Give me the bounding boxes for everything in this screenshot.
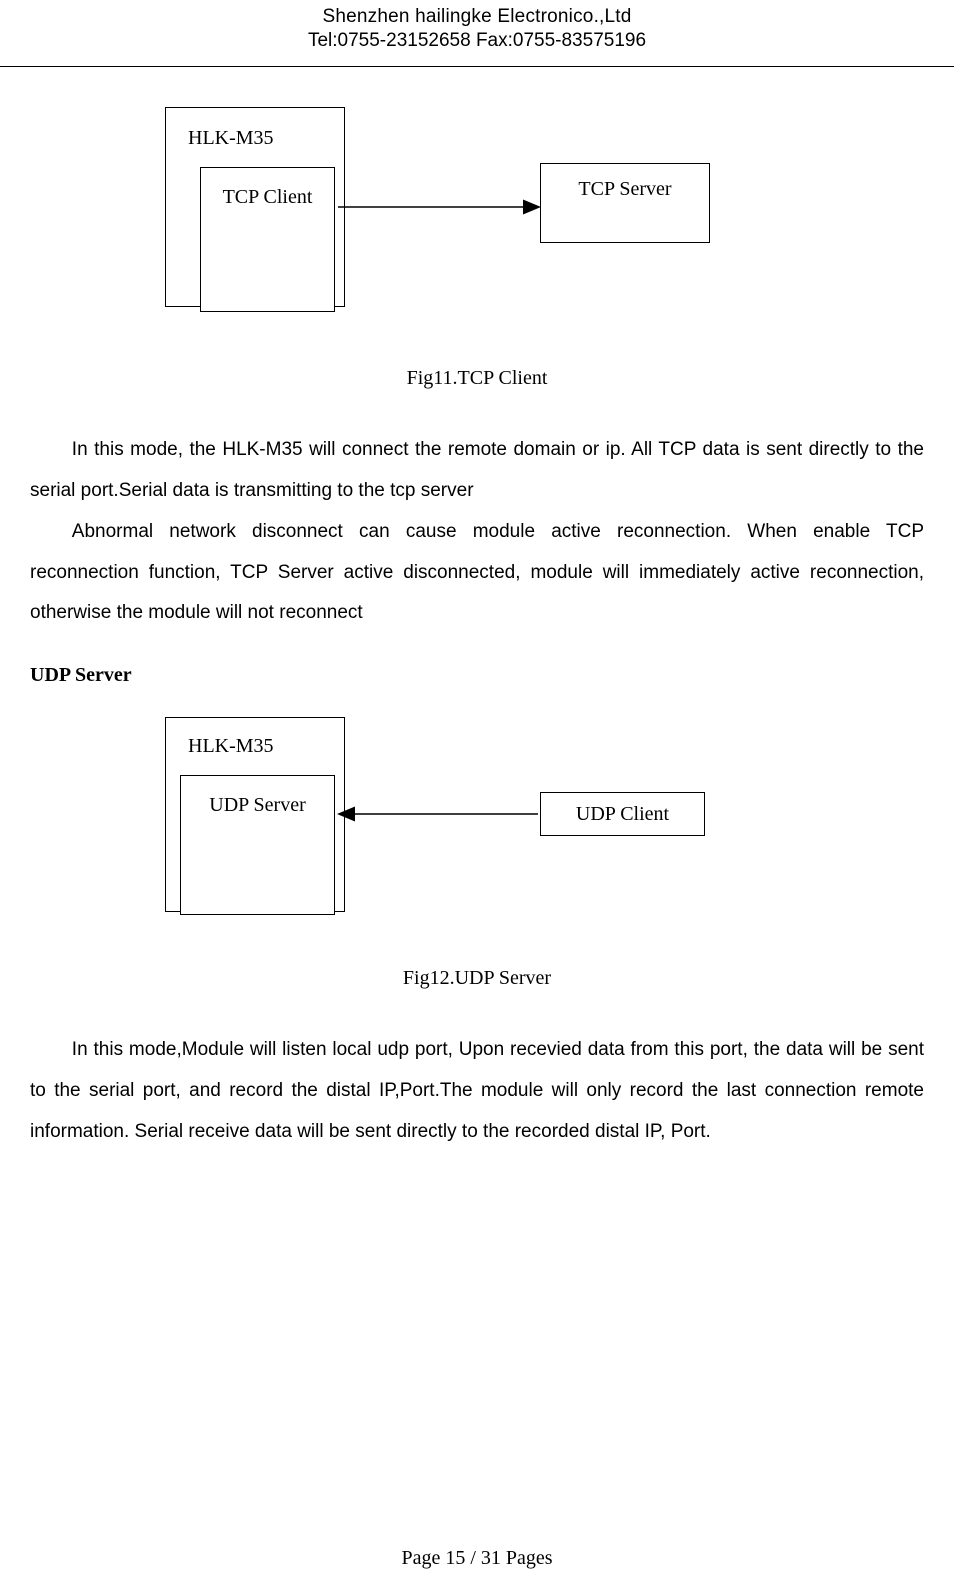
udp-server-diagram: HLK-M35 UDP Server UDP Client xyxy=(30,717,924,927)
contact-line: Tel:0755-23152658 Fax:0755-83575196 xyxy=(30,30,924,52)
udp-server-heading: UDP Server xyxy=(30,664,924,687)
para2-part-b: When enable xyxy=(747,521,870,542)
para2-part-a: Abnormal network disconnect can cause mo… xyxy=(72,521,747,542)
fig12-caption: Fig12.UDP Server xyxy=(30,967,924,990)
company-name: Shenzhen hailingke Electronico.,Ltd xyxy=(30,6,924,28)
tcp-client-diagram: HLK-M35 TCP Client TCP Server xyxy=(30,107,924,327)
para-udp-server: In this mode,Module will listen local ud… xyxy=(30,1030,924,1153)
fig11-caption: Fig11.TCP Client xyxy=(30,367,924,390)
page-footer: Page 15 / 31 Pages xyxy=(0,1547,954,1570)
udp-arrow xyxy=(30,717,930,927)
para-tcp-client-1: In this mode, the HLK-M35 will connect t… xyxy=(30,430,924,512)
para-tcp-client-2: Abnormal network disconnect can cause mo… xyxy=(30,512,924,635)
tcp-arrow xyxy=(30,107,930,327)
header-divider xyxy=(0,66,954,67)
page-header: Shenzhen hailingke Electronico.,Ltd Tel:… xyxy=(30,0,924,52)
